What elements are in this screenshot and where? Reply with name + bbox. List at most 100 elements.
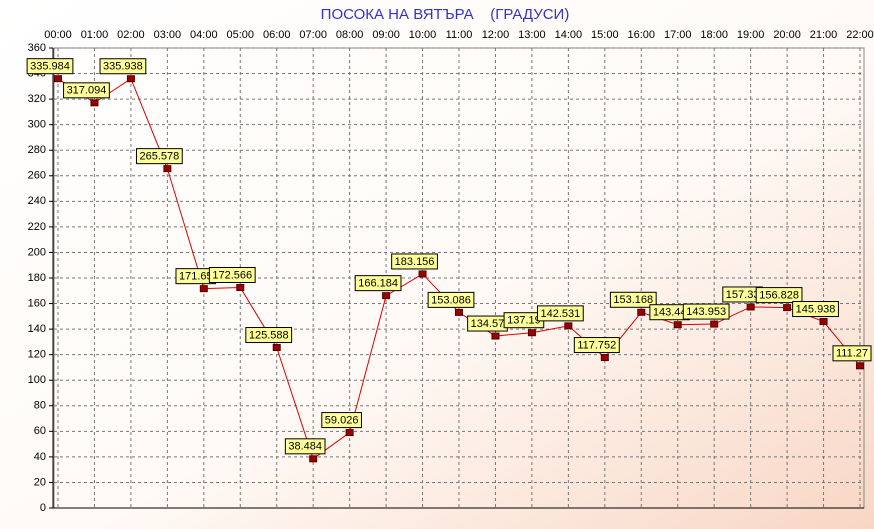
data-point: [564, 322, 573, 330]
data-label-box: [245, 327, 293, 344]
y-tick-label: 100: [28, 374, 46, 386]
x-tick-label: 07:00: [299, 29, 327, 41]
data-point: [819, 318, 828, 326]
data-label-box: [284, 438, 326, 455]
data-label-box: [26, 58, 74, 75]
data-label: 153.168: [613, 294, 653, 306]
y-tick-label: 200: [28, 246, 46, 258]
y-tick-label: 300: [28, 119, 46, 131]
data-label: 335.984: [30, 61, 70, 73]
y-tick-label: 80: [34, 400, 46, 412]
y-tick-label: 180: [28, 272, 46, 284]
y-tick-label: 40: [34, 451, 46, 463]
data-label-box: [832, 345, 872, 362]
x-tick-label: 09:00: [372, 29, 400, 41]
data-label: 171.65: [179, 271, 213, 283]
y-tick-label: 20: [34, 476, 46, 488]
data-point: [673, 321, 682, 329]
data-label: 145.938: [796, 303, 836, 315]
data-label-box: [208, 266, 256, 283]
data-label-box: [755, 287, 803, 304]
data-label: 125.588: [249, 329, 289, 341]
x-tick-label: 01:00: [81, 29, 109, 41]
y-tick-label: 220: [28, 221, 46, 233]
data-point: [637, 308, 646, 316]
data-label: 142.531: [540, 308, 580, 320]
data-label-box: [427, 291, 475, 308]
x-tick-label: 15:00: [591, 29, 619, 41]
y-tick-label: 280: [28, 144, 46, 156]
data-label: 335.938: [103, 61, 143, 73]
x-tick-label: 17:00: [664, 29, 692, 41]
data-label: 153.086: [431, 294, 471, 306]
data-point: [272, 344, 281, 352]
data-label: 117.752: [577, 339, 616, 351]
data-point: [126, 75, 135, 83]
y-tick-label: 120: [28, 349, 46, 361]
data-label-box: [609, 291, 657, 308]
x-tick-label: 05:00: [227, 29, 255, 41]
data-label: 172.566: [212, 269, 252, 281]
data-point: [199, 285, 208, 293]
data-label: 166.184: [358, 278, 398, 290]
x-tick-label: 16:00: [628, 29, 656, 41]
x-tick-label: 08:00: [336, 29, 364, 41]
data-label: 143.44: [653, 307, 687, 319]
x-tick-label: 04:00: [190, 29, 218, 41]
x-tick-label: 00:00: [44, 29, 72, 41]
data-label: 317.094: [67, 85, 107, 97]
x-tick-label: 22:00: [846, 29, 874, 41]
data-point: [710, 320, 719, 328]
data-label-box: [536, 305, 584, 322]
data-label-box: [391, 253, 438, 270]
x-tick-label: 19:00: [737, 29, 765, 41]
x-tick-label: 11:00: [446, 29, 473, 41]
data-point: [600, 354, 609, 362]
data-point: [163, 165, 172, 173]
x-tick-label: 13:00: [518, 29, 546, 41]
data-label: 156.828: [759, 290, 799, 302]
x-tick-label: 03:00: [154, 29, 182, 41]
data-point: [856, 362, 864, 370]
data-point: [491, 332, 500, 340]
data-label-box: [354, 275, 402, 292]
data-label-box: [682, 303, 730, 320]
y-tick-label: 260: [28, 170, 46, 182]
data-point: [309, 455, 318, 463]
data-label-box: [573, 337, 620, 354]
data-point: [54, 75, 62, 83]
y-tick-label: 320: [28, 93, 46, 105]
data-point: [345, 429, 354, 437]
y-tick-label: 60: [34, 425, 46, 437]
x-tick-label: 21:00: [810, 29, 838, 41]
x-tick-label: 20:00: [773, 29, 801, 41]
plot-area: 0 20 40 60 80 100 120 140 160 180 200 220 240 260 280 3…: [26, 29, 874, 514]
data-point: [783, 304, 792, 312]
data-point: [746, 303, 755, 311]
y-tick-label: 360: [28, 42, 46, 54]
data-label: 143.953: [686, 306, 726, 318]
x-tick-label: 06:00: [263, 29, 291, 41]
x-tick-label: 10:00: [409, 29, 437, 41]
data-label: 38.484: [288, 441, 322, 453]
data-label: 137.19: [507, 315, 541, 327]
data-label: 59.026: [325, 414, 359, 426]
x-tick-label: 02:00: [117, 29, 145, 41]
y-tick-label: 240: [28, 195, 46, 207]
x-tick-label: 18:00: [700, 29, 728, 41]
data-label: 265.578: [139, 151, 179, 163]
data-point: [236, 283, 245, 291]
data-point: [90, 99, 99, 107]
data-label-box: [792, 301, 839, 318]
data-point: [527, 329, 536, 337]
data-label: 183.156: [395, 256, 435, 268]
x-tick-label: 12:00: [482, 29, 510, 41]
chart-title: ПОСОКА НА ВЯТЪРА (ГРАДУСИ): [321, 6, 570, 23]
y-tick-label: 160: [28, 297, 46, 309]
data-label-box: [321, 412, 362, 429]
data-point: [455, 308, 463, 316]
data-label-box: [135, 148, 183, 165]
data-label: 134.57: [471, 318, 505, 330]
data-label: 111.27: [836, 348, 868, 360]
